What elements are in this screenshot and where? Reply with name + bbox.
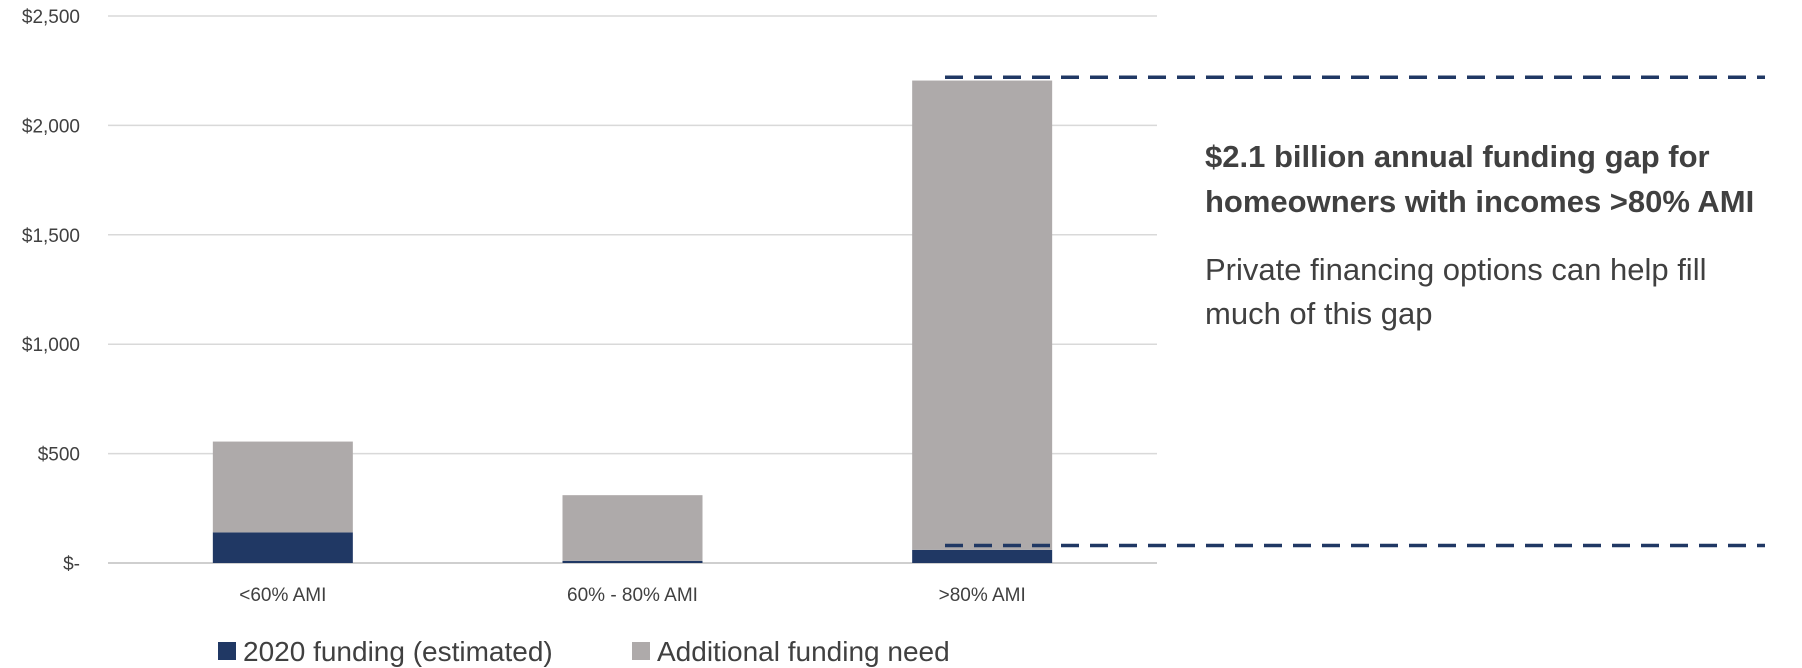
legend-swatch <box>218 642 236 660</box>
legend: 2020 funding (estimated) Additional fundi… <box>218 636 950 667</box>
legend-label: Additional funding need <box>657 636 950 667</box>
x-tick-label: <60% AMI <box>239 585 326 606</box>
bar-additional-need <box>562 495 703 561</box>
y-tick-label: $2,500 <box>22 7 80 28</box>
bar-2020-funding <box>912 549 1053 563</box>
reference-lines <box>945 75 1765 548</box>
y-tick-label: $500 <box>38 445 80 466</box>
bar-additional-need <box>212 441 353 533</box>
annotation-headline: $2.1 billion annual funding gap for home… <box>1205 139 1755 219</box>
bar-2020-funding <box>562 560 703 563</box>
y-axis-ticks: $- $500 $1,000 $1,500 $2,000 $2,500 <box>22 7 80 575</box>
x-axis-ticks: <60% AMI 60% - 80% AMI >80% AMI <box>239 585 1025 606</box>
funding-gap-annotation: $2.1 billion annual funding gap for home… <box>1205 134 1795 336</box>
x-tick-label: >80% AMI <box>939 585 1026 606</box>
y-tick-label: $1,500 <box>22 226 80 247</box>
legend-label: 2020 funding (estimated) <box>243 636 553 667</box>
y-tick-label: $1,000 <box>22 335 80 356</box>
x-tick-label: 60% - 80% AMI <box>567 585 698 606</box>
bars <box>212 80 1053 563</box>
y-tick-label: $2,000 <box>22 116 80 137</box>
annotation-body: Private financing options can help fill … <box>1205 252 1707 331</box>
legend-swatch <box>632 642 650 660</box>
bar-additional-need <box>912 80 1053 550</box>
bar-2020-funding <box>212 532 353 563</box>
y-tick-label: $- <box>63 554 80 575</box>
